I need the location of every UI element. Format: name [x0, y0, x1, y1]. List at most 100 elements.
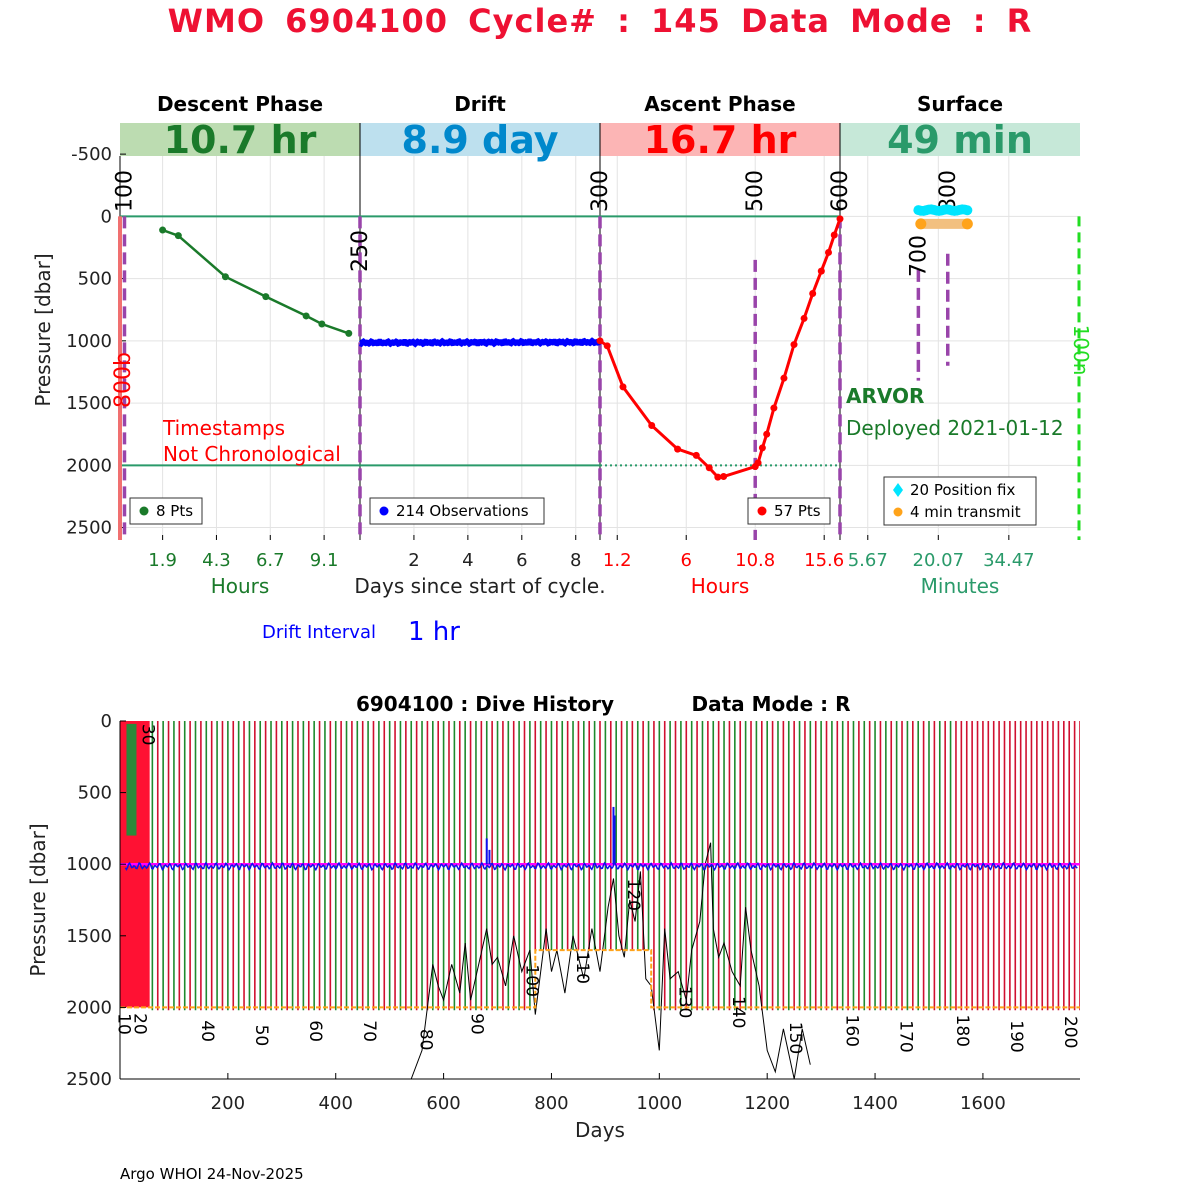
drift-legend-marker — [379, 506, 389, 516]
x-tick-label: 8 — [570, 550, 581, 571]
cycle-number-label: 120 — [623, 879, 643, 911]
ascent-point — [705, 464, 713, 472]
ascent-legend-label: 57 Pts — [774, 502, 821, 520]
phase-band — [360, 123, 600, 156]
phase-title: Drift — [454, 92, 506, 116]
drift-legend-label: 214 Observations — [396, 502, 529, 520]
x-tick-label: 800 — [534, 1093, 568, 1114]
descent-legend-label: 8 Pts — [156, 502, 193, 520]
ascent-point — [780, 374, 788, 382]
cycle-marker-label: 500 — [743, 170, 768, 212]
ascent-legend-marker — [757, 506, 767, 516]
timestamps-note: Timestamps — [162, 416, 285, 440]
timestamps-note: Not Chronological — [163, 442, 341, 466]
cycle-marker-label: 250 — [348, 230, 373, 272]
cycle-number-label: 80 — [415, 1029, 435, 1051]
main-title: WMO 6904100 Cycle# : 145 Data Mode : R — [167, 2, 1033, 40]
descent-point — [345, 329, 353, 337]
x-tick-label: 600 — [426, 1093, 460, 1114]
cycle-marker-label: 600 — [828, 170, 853, 212]
x-tick-label: 5.67 — [848, 550, 888, 571]
cycle-number-label: 100 — [522, 964, 542, 996]
x-tick-label: 9.1 — [310, 550, 339, 571]
ascent-point — [790, 341, 798, 349]
x-tick-label: 10.8 — [735, 550, 775, 571]
y-tick-label: 0 — [101, 711, 112, 732]
phase-band — [840, 123, 1080, 156]
ascent-point — [596, 337, 604, 345]
drift-legend-box — [369, 497, 545, 525]
ascent-point — [603, 342, 611, 350]
ascent-series-line — [599, 218, 842, 479]
x-tick-label: 15.6 — [804, 550, 844, 571]
drift-interval-value: 1 hr — [408, 617, 460, 647]
drift-history-line — [124, 861, 1078, 872]
ascent-point — [674, 445, 682, 453]
x-tick-label: 6.7 — [256, 550, 285, 571]
phase-duration: 8.9 day — [402, 118, 559, 162]
y-tick-label: 0 — [101, 206, 112, 227]
x-tick-label: 6 — [516, 550, 527, 571]
ascent-point — [800, 314, 808, 322]
phase-unit-label: Hours — [691, 574, 750, 598]
y-tick-label: -500 — [71, 144, 112, 165]
phase-unit-label: Hours — [211, 574, 270, 598]
cycle-number-label: 60 — [305, 1020, 325, 1042]
ascent-point — [817, 267, 825, 275]
dive-history-chart: 6904100 : Dive History Data Mode : R 0 500 1… — [26, 692, 1080, 1142]
black-trace-line — [410, 842, 811, 1079]
phase-title: Surface — [917, 92, 1003, 116]
cycle-number-label: 170 — [895, 1020, 915, 1052]
x-tick-label: 6 — [681, 550, 692, 571]
dive-history-title: 6904100 : Dive History — [356, 692, 614, 716]
transmit-point — [961, 218, 973, 230]
phase-duration: 49 min — [887, 118, 1033, 162]
ascent-point — [714, 473, 722, 481]
cycle-number-label: 200 — [1060, 1016, 1080, 1048]
x-tick-label: 1400 — [852, 1093, 898, 1114]
cycle-number-label: 110 — [572, 952, 592, 984]
cycle-number-label: 160 — [841, 1015, 861, 1047]
ascent-point — [809, 290, 817, 298]
x-tick-label: 1200 — [744, 1093, 790, 1114]
drift-interval-label: Drift Interval — [262, 622, 376, 643]
descent-point — [221, 273, 229, 281]
ascent-point — [720, 473, 728, 481]
descent-point — [262, 293, 270, 301]
y-axis-label: Pressure [dbar] — [26, 823, 50, 976]
ascent-point — [758, 444, 766, 452]
drift-series-line — [358, 337, 603, 348]
y-tick-label: 500 — [78, 269, 112, 290]
ascent-point — [619, 383, 627, 391]
x-axis-label: Days since start of cycle. — [354, 574, 605, 598]
plot-area — [120, 721, 1080, 1079]
ascent-point — [770, 404, 778, 412]
deployed-date: Deployed 2021-01-12 — [846, 416, 1064, 440]
position-fix-point — [962, 205, 973, 216]
side-label-left: 800b — [111, 352, 136, 408]
descent-legend-marker — [139, 506, 149, 516]
ascent-point — [830, 231, 838, 239]
y-tick-label: 1500 — [66, 393, 112, 414]
cycle-number-label: 130 — [674, 986, 694, 1018]
cycle-number-label: 140 — [728, 996, 748, 1028]
x-tick-label: 1.2 — [603, 550, 632, 571]
y-tick-label: 2000 — [66, 997, 112, 1018]
ascent-point — [763, 430, 771, 438]
cycle-number-label: 190 — [1006, 1020, 1026, 1052]
descent-point — [159, 226, 167, 234]
phase-title: Descent Phase — [157, 92, 323, 116]
x-tick-label: 400 — [319, 1093, 353, 1114]
surface-legend-marker — [893, 483, 903, 497]
cycle-number-label: 30 — [138, 724, 158, 746]
cycle-number-label: 40 — [197, 1020, 217, 1042]
dive-history-title: Data Mode : R — [692, 692, 851, 716]
phase-duration: 10.7 hr — [164, 118, 317, 162]
ascent-point — [692, 451, 700, 459]
footer-credit: Argo WHOI 24-Nov-2025 — [120, 1165, 304, 1183]
surface-legend-marker — [893, 507, 903, 517]
cycle-number-label: 150 — [785, 1022, 805, 1054]
left-red-bar — [118, 216, 122, 540]
surface-legend-box — [883, 476, 1037, 526]
